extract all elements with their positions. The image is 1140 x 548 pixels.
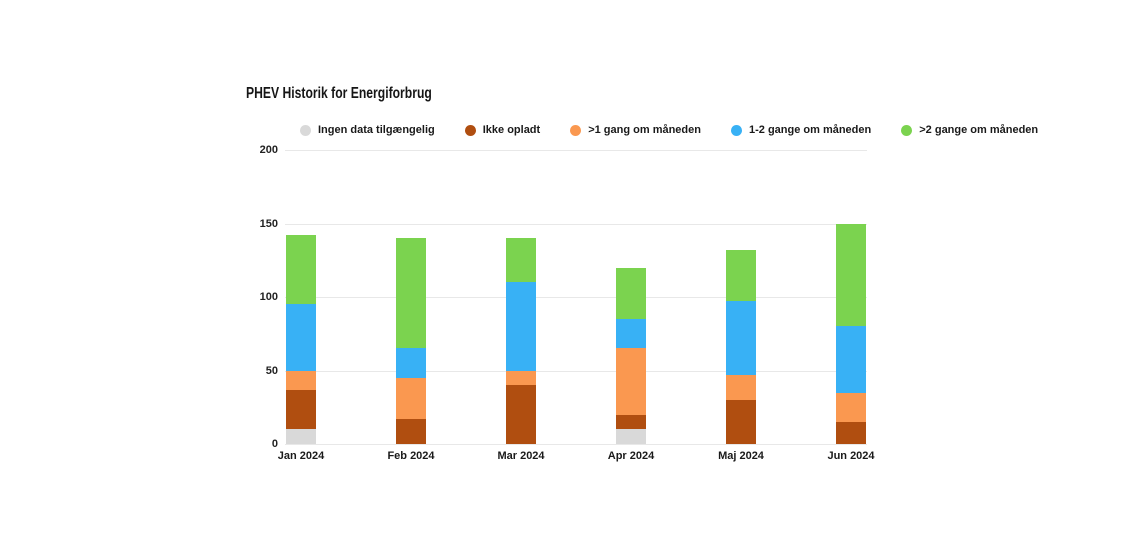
stacked-bar-maj-2024 — [726, 249, 756, 444]
bar-segment — [506, 282, 536, 371]
bar-segment — [616, 414, 646, 430]
y-axis-tick-label: 150 — [259, 217, 278, 230]
gridline-y-50 — [285, 370, 867, 372]
bar-segment — [616, 267, 646, 320]
bar-segment — [726, 249, 756, 302]
y-axis-tick-label: 0 — [271, 438, 278, 450]
bar-segment — [726, 374, 756, 400]
stacked-bar-jan-2024 — [286, 235, 316, 444]
gridline-y-100 — [285, 297, 867, 298]
y-axis-tick-label: 100 — [259, 291, 278, 303]
y-axis-tick-label: 200 — [259, 144, 278, 156]
bar-segment — [616, 348, 646, 415]
bar-segment — [726, 399, 756, 444]
legend-item-2[interactable]: Ikke opladt — [464, 124, 541, 136]
stacked-bar-mar-2024 — [506, 238, 536, 444]
legend-swatch-icon — [300, 124, 311, 136]
gridline-y-150 — [285, 223, 867, 225]
bar-segment — [396, 238, 426, 349]
bar-segment — [396, 377, 426, 420]
bar-segment — [616, 319, 646, 349]
legend-label: Ikke opladt — [482, 124, 541, 136]
bar-segment — [726, 301, 756, 375]
x-axis-tick-label: Apr 2024 — [607, 450, 655, 462]
legend-swatch-icon — [570, 124, 582, 136]
x-axis-tick-label: Feb 2024 — [387, 450, 435, 462]
chart-legend: Ingen data tilgængelig Ikke opladt >1 gang… — [300, 124, 1038, 136]
bar-segment — [286, 389, 316, 430]
legend-swatch-icon — [730, 124, 742, 136]
x-axis-tick-label: Jan 2024 — [277, 450, 325, 462]
legend-item-5[interactable]: >2 gange om måneden — [901, 124, 1038, 136]
x-axis-tick-label: Maj 2024 — [718, 450, 764, 462]
stacked-bar-jun-2024 — [836, 223, 866, 444]
legend-item-4[interactable]: 1-2 gange om måneden — [730, 124, 872, 136]
bar-segment — [286, 370, 316, 390]
bar-segment — [506, 385, 536, 444]
legend-item-1[interactable]: Ingen data tilgængelig — [300, 124, 435, 136]
bar-segment — [396, 348, 426, 378]
gridline-y-0 — [285, 444, 867, 445]
legend-swatch-icon — [901, 124, 913, 136]
legend-label: >2 gange om måneden — [919, 124, 1039, 136]
bar-segment — [836, 223, 866, 327]
bar-segment — [286, 429, 316, 444]
bar-segment — [506, 370, 536, 386]
legend-label: Ingen data tilgængelig — [318, 124, 435, 136]
legend-item-3[interactable]: >1 gang om måneden — [570, 124, 701, 136]
gridline-y-200 — [285, 150, 867, 151]
stacked-bar-apr-2024 — [616, 267, 646, 444]
bar-segment — [396, 419, 426, 444]
plot-area: 0 50 100 150 200 Jan 2024 Feb 2024 Mar 2024 Apr … — [260, 144, 875, 462]
y-axis-tick-label: 50 — [265, 364, 278, 377]
bar-segment — [836, 421, 866, 444]
bar-segment — [616, 429, 646, 444]
legend-label: >1 gang om måneden — [588, 124, 701, 136]
x-axis-tick-label: Mar 2024 — [497, 450, 545, 462]
legend-swatch-icon — [464, 124, 476, 136]
chart-title: PHEV Historik for Energiforbrug — [246, 85, 432, 102]
bar-segment — [286, 304, 316, 371]
bar-segment — [286, 235, 316, 305]
legend-label: 1-2 gange om måneden — [748, 124, 872, 136]
x-axis-tick-label: Jun 2024 — [827, 450, 875, 462]
bar-segment — [836, 326, 866, 393]
stacked-bar-feb-2024 — [396, 238, 426, 444]
bar-segment — [506, 238, 536, 283]
bar-segment — [836, 392, 866, 422]
